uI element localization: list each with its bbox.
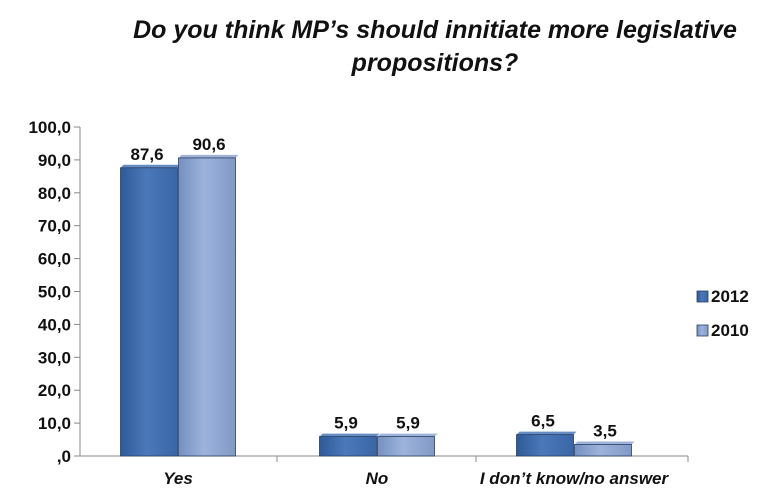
legend-label: 2010 [711,321,749,340]
axes: ,0 10,0 20,0 30,0 40,0 50,0 60,0 70,0 80,0 90,0 10… [28,118,689,488]
bar-top-face [516,431,577,435]
bar-top-face [319,433,380,437]
y-tick-label: 40,0 [38,315,71,334]
y-tick-label: 90,0 [38,151,71,170]
bar-top-face [178,154,239,158]
bar-top-face [377,433,438,437]
y-tick-label: ,0 [57,447,71,466]
bars [120,154,635,457]
bar-top-face [574,441,635,445]
y-tick-label: 30,0 [38,348,71,367]
bar-2012-0 [120,167,178,457]
data-label: 90,6 [192,135,225,154]
legend: 2012 2010 [696,287,749,340]
data-labels: 87,6 5,9 6,5 90,6 5,9 3,5 [130,135,616,441]
legend-swatch [696,290,709,303]
y-tick-label: 20,0 [38,381,71,400]
x-category-label: Yes [163,469,193,488]
legend-swatch [696,324,709,337]
data-label: 3,5 [593,421,617,440]
y-tick-label: 70,0 [38,217,71,236]
bar-2010-2 [574,444,632,457]
bar-top-face [120,164,181,168]
y-tick-label: 50,0 [38,283,71,302]
y-tick-label: 100,0 [28,118,71,137]
legend-label: 2012 [711,287,749,306]
data-label: 87,6 [130,145,163,164]
y-tick-label: 10,0 [38,414,71,433]
chart-title-line-1: Do you think MP’s should innitiate more … [133,16,737,44]
bar-2010-1 [377,436,435,457]
chart-title: Do you think MP’s should innitiate more … [60,14,758,80]
bar-2012-1 [319,436,377,457]
y-tick-label: 80,0 [38,184,71,203]
bar-2012-2 [516,434,574,457]
y-tick-label: 60,0 [38,250,71,269]
chart-title-line-2: propositions? [351,49,519,77]
data-label: 6,5 [531,412,555,431]
x-category-label: No [366,469,389,488]
x-category-label: I don’t know/no answer [480,469,670,488]
data-label: 5,9 [334,414,358,433]
bar-2010-0 [178,157,236,457]
data-label: 5,9 [396,414,420,433]
